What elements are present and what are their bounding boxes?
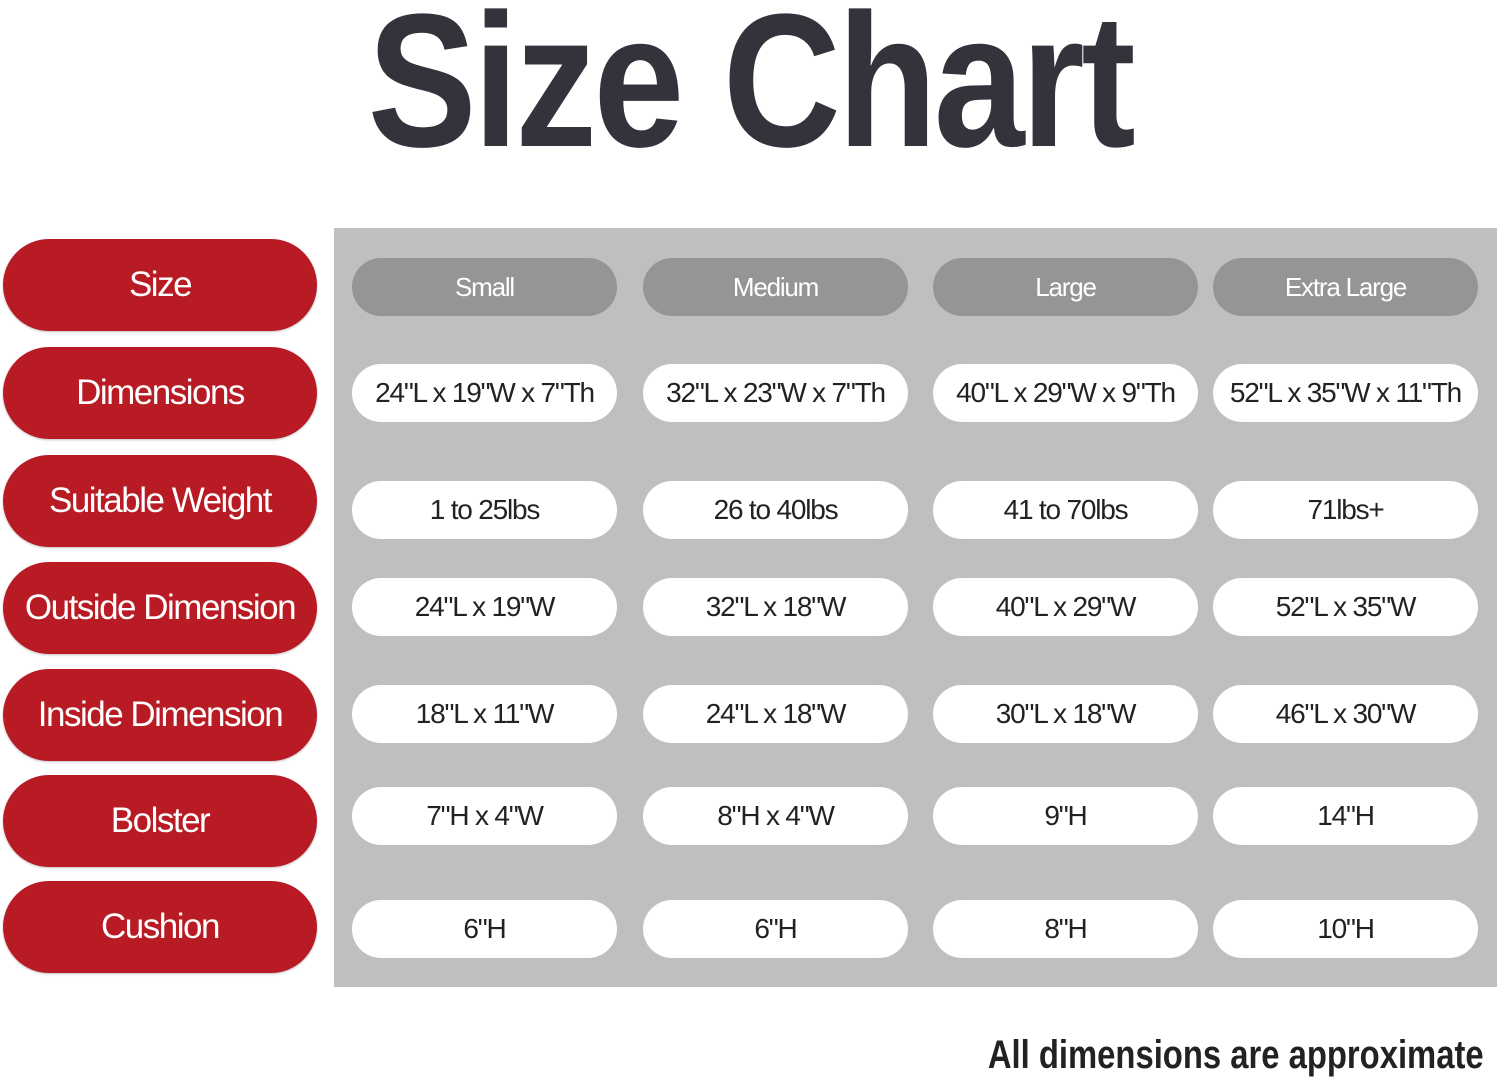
table-cell: 8"H — [933, 900, 1198, 958]
table-cell: 18"L x 11"W — [352, 685, 617, 743]
table-cell: 26 to 40lbs — [643, 481, 908, 539]
table-cell: 30"L x 18"W — [933, 685, 1198, 743]
page-title: Size Chart — [367, 0, 1136, 187]
table-cell: 6"H — [643, 900, 908, 958]
size-header-cell: Medium — [643, 258, 908, 316]
row-label: Dimensions — [3, 347, 317, 439]
table-cell: 32"L x 18"W — [643, 578, 908, 636]
table-cell: 40"L x 29"W — [933, 578, 1198, 636]
table-cell: 24"L x 19"W — [352, 578, 617, 636]
table-cell: 24"L x 18"W — [643, 685, 908, 743]
table-cell: 14"H — [1213, 787, 1478, 845]
size-header-cell: Large — [933, 258, 1198, 316]
table-cell: 41 to 70lbs — [933, 481, 1198, 539]
row-label: Bolster — [3, 775, 317, 867]
row-label: Size — [3, 239, 317, 331]
size-header-cell: Extra Large — [1213, 258, 1478, 316]
table-cell: 8"H x 4"W — [643, 787, 908, 845]
table-cell: 7"H x 4"W — [352, 787, 617, 845]
table-cell: 1 to 25lbs — [352, 481, 617, 539]
table-cell: 6"H — [352, 900, 617, 958]
row-label: Outside Dimension — [3, 562, 317, 654]
row-label: Cushion — [3, 881, 317, 973]
table-cell: 52"L x 35"W — [1213, 578, 1478, 636]
row-label: Inside Dimension — [3, 669, 317, 761]
size-header-cell: Small — [352, 258, 617, 316]
table-cell: 10"H — [1213, 900, 1478, 958]
table-cell: 46"L x 30"W — [1213, 685, 1478, 743]
table-cell: 71lbs+ — [1213, 481, 1478, 539]
table-cell: 32"L x 23"W x 7"Th — [643, 364, 908, 422]
table-cell: 40"L x 29"W x 9"Th — [933, 364, 1198, 422]
table-cell: 9"H — [933, 787, 1198, 845]
row-label: Suitable Weight — [3, 455, 317, 547]
table-cell: 24"L x 19"W x 7"Th — [352, 364, 617, 422]
footer-note: All dimensions are approximate — [988, 1033, 1484, 1077]
table-cell: 52"L x 35"W x 11"Th — [1213, 364, 1478, 422]
